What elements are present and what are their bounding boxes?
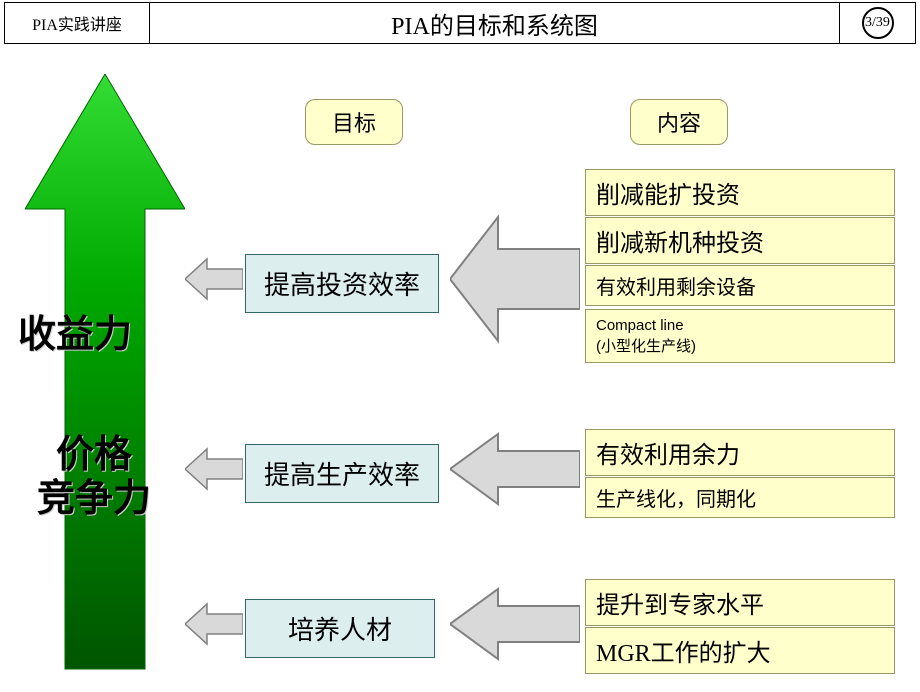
content-c4: Compact line (小型化生产线) [585,309,895,363]
arrow-left-icon [185,254,243,304]
content-c1: 削减能扩投资 [585,169,895,216]
pill-content: 内容 [630,99,728,145]
arrow-left-icon [185,444,243,494]
content-c2: 削减新机种投资 [585,217,895,264]
arrow-left-big-icon [450,429,580,509]
diagram-area: 收益力 价格 竞争力 目标 内容 提高投资效率 提高生产效率 培养人材 削减能扩… [0,44,920,684]
arrow-label-profit: 收益力 [18,314,132,358]
arrow-left-big-icon [450,584,580,664]
goal-investment: 提高投资效率 [245,254,439,313]
content-c4b: (小型化生产线) [596,338,696,355]
content-c4a: Compact line [596,317,684,334]
header-course-name: PIA实践讲座 [5,3,150,43]
header-page-wrap: 3/39 [840,3,915,43]
up-arrow-icon [25,74,185,674]
content-c8: MGR工作的扩大 [585,627,895,674]
pill-goal: 目标 [305,99,403,145]
arrow-left-icon [185,599,243,649]
content-c5: 有效利用余力 [585,429,895,476]
page-number: 3/39 [862,7,894,39]
goal-talent: 培养人材 [245,599,435,658]
content-c3: 有效利用剩余设备 [585,265,895,306]
arrow-left-big-icon [450,199,580,359]
goal-production: 提高生产效率 [245,444,439,503]
arrow-label-price: 价格 竞争力 [37,434,151,521]
slide-header: PIA实践讲座 PIA的目标和系统图 3/39 [4,2,916,44]
content-c6: 生产线化，同期化 [585,477,895,518]
content-c7: 提升到专家水平 [585,579,895,626]
header-title: PIA的目标和系统图 [150,3,840,43]
